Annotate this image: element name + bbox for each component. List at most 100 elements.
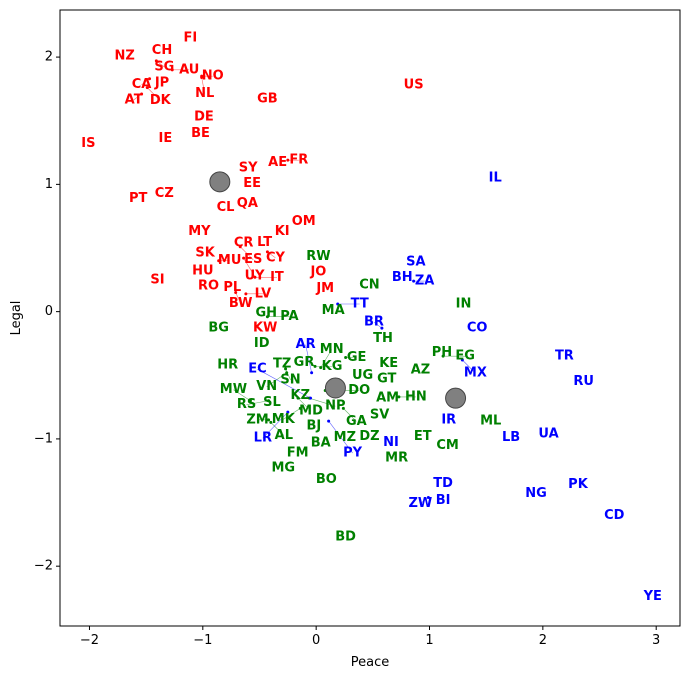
- leader-line: [257, 368, 311, 399]
- point-label-jm: JM: [315, 281, 334, 296]
- point-label-zw: ZW: [408, 496, 432, 511]
- point-dot: [296, 396, 300, 400]
- x-tick-label: 1: [425, 633, 433, 648]
- point-dot: [285, 371, 289, 375]
- point-label-bd: BD: [335, 529, 356, 544]
- point-label-gr: GR: [294, 355, 315, 370]
- point-label-lr: LR: [254, 431, 272, 446]
- point-label-ke: KE: [379, 356, 398, 371]
- point-dot: [284, 367, 288, 371]
- point-label-ar: AR: [296, 337, 316, 352]
- point-dot: [148, 77, 152, 81]
- leader-line: [133, 93, 142, 101]
- point-label-ge: GE: [347, 350, 367, 365]
- point-label-ml: ML: [480, 414, 501, 429]
- point-label-md: MD: [299, 404, 323, 419]
- point-label-mr: MR: [385, 451, 408, 466]
- point-dot: [344, 355, 348, 359]
- point-label-ng: NG: [525, 486, 547, 501]
- point-label-ca: CA: [132, 77, 152, 92]
- point-label-sy: SY: [239, 160, 258, 175]
- point-label-tt: TT: [351, 297, 369, 312]
- point-label-vn: VN: [256, 379, 277, 394]
- point-label-sk: SK: [195, 246, 215, 261]
- point-dot: [267, 399, 271, 403]
- point-dot: [234, 291, 238, 295]
- point-label-jo: JO: [309, 265, 326, 280]
- y-tick-label: −2: [34, 559, 53, 574]
- x-tick-label: −1: [193, 633, 212, 648]
- point-dot: [244, 292, 248, 296]
- point-label-bi: BI: [436, 493, 451, 508]
- point-label-lv: LV: [255, 286, 272, 301]
- point-label-fi: FI: [183, 31, 197, 46]
- y-tick-label: 1: [45, 177, 53, 192]
- centroid-marker-2: [324, 377, 346, 399]
- point-dot: [265, 315, 269, 319]
- point-dot: [412, 279, 416, 283]
- point-label-do: DO: [348, 383, 370, 398]
- point-dot: [426, 495, 430, 499]
- point-dot: [267, 418, 271, 422]
- point-dot: [248, 399, 252, 403]
- point-label-hr: HR: [217, 358, 238, 373]
- point-label-kz: KZ: [291, 388, 311, 403]
- point-label-pa: PA: [280, 309, 298, 324]
- point-label-zm: ZM: [246, 412, 268, 427]
- point-dot: [341, 406, 345, 410]
- point-label-bh: BH: [392, 270, 413, 285]
- point-label-am: AM: [376, 391, 399, 406]
- point-label-ph: PH: [432, 345, 452, 360]
- point-label-sv: SV: [370, 408, 389, 423]
- point-dot: [170, 68, 174, 72]
- point-label-it: IT: [270, 270, 284, 285]
- point-label-hn: HN: [405, 389, 427, 404]
- point-label-au: AU: [179, 62, 199, 77]
- point-label-mn: MN: [320, 342, 344, 357]
- point-label-om: OM: [292, 214, 316, 229]
- leader-line: [343, 408, 357, 422]
- point-dot: [217, 259, 221, 263]
- point-label-za: ZA: [415, 274, 435, 289]
- point-label-td: TD: [433, 476, 453, 491]
- point-label-py: PY: [343, 446, 363, 461]
- point-dot: [265, 250, 269, 254]
- point-dot: [327, 419, 331, 423]
- point-dot: [269, 420, 273, 424]
- point-label-bg: BG: [208, 321, 229, 336]
- point-label-sn: SN: [280, 372, 300, 387]
- point-dot: [298, 406, 302, 410]
- leader-line: [297, 397, 312, 412]
- leader-line: [283, 408, 301, 420]
- point-label-ro: RO: [198, 279, 219, 294]
- point-label-ni: NI: [383, 435, 399, 450]
- point-label-cl: CL: [217, 200, 235, 215]
- leader-line: [267, 251, 276, 259]
- point-dot: [286, 158, 290, 162]
- point-label-br: BR: [364, 315, 384, 330]
- point-dot: [200, 75, 204, 79]
- point-dot: [397, 395, 401, 399]
- point-label-in: IN: [456, 297, 472, 312]
- point-label-mu: MU: [218, 253, 242, 268]
- point-label-lt: LT: [257, 235, 272, 250]
- leader-line: [270, 422, 285, 436]
- centroid-marker-1: [209, 171, 231, 193]
- point-label-ye: YE: [643, 589, 662, 604]
- point-dot: [319, 366, 323, 370]
- point-dot: [154, 59, 158, 63]
- point-label-rw: RW: [306, 249, 330, 264]
- point-label-is: IS: [81, 136, 95, 151]
- point-label-dk: DK: [150, 93, 172, 108]
- leader-line: [373, 321, 383, 329]
- point-label-ec: EC: [248, 362, 266, 377]
- point-label-ua: UA: [538, 426, 558, 441]
- leader-line: [462, 359, 476, 374]
- point-label-mz: MZ: [334, 430, 356, 445]
- point-label-fm: FM: [287, 445, 309, 460]
- leader-line: [262, 411, 289, 439]
- leader-line: [233, 389, 251, 401]
- point-label-my: MY: [188, 224, 211, 239]
- y-tick-label: −1: [34, 431, 53, 446]
- point-label-tr: TR: [555, 349, 574, 364]
